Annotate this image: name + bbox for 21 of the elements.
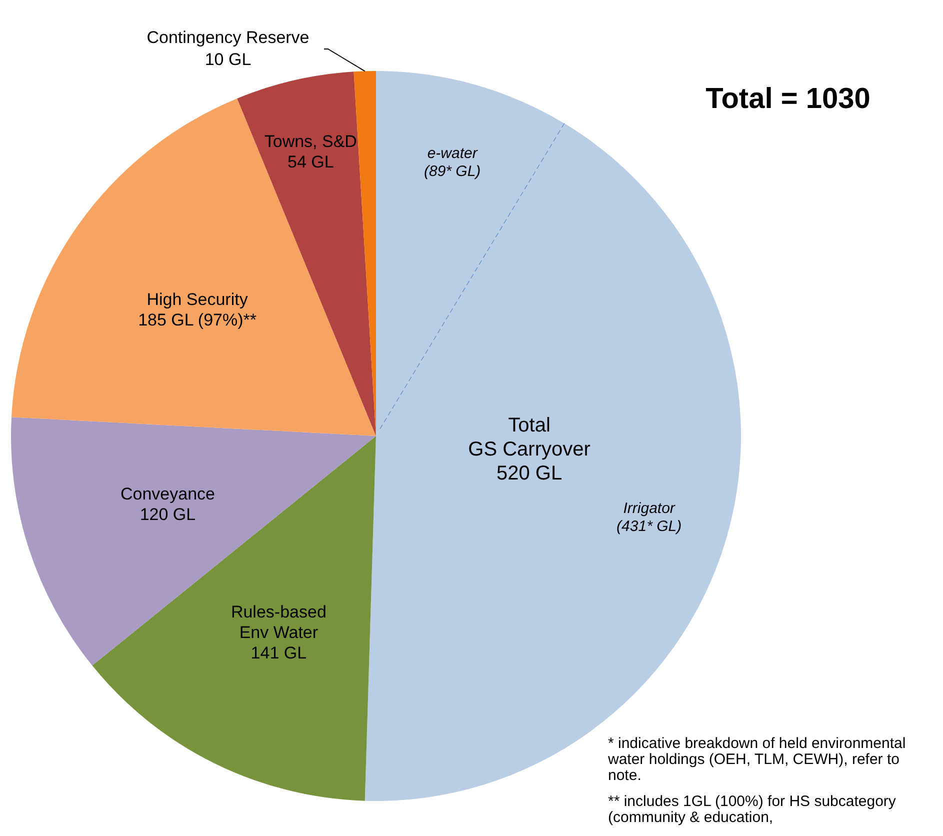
- text: Total = 1030: [706, 83, 870, 115]
- text: * indicative breakdown of held environmental water holdings (OEH, TLM, CEWH), refer to note.: [607, 735, 906, 784]
- data-label: 54 GL: [287, 152, 334, 172]
- slice-label: Rules-based Env Water: [230, 602, 326, 642]
- pie-slice: [11, 98, 376, 436]
- slice-label: Contingency Reserve: [146, 28, 310, 47]
- pie-slice: [11, 417, 376, 666]
- data-label: 10 GL: [204, 50, 252, 69]
- text: Total GS Carryover 520 GL: [468, 414, 591, 484]
- slice-label: e-water: [427, 144, 478, 162]
- data-label: 141 GL: [250, 644, 307, 663]
- pie-slice: [92, 436, 376, 801]
- data-label: 120 GL: [140, 504, 196, 524]
- data-label: (89* GL): [424, 162, 481, 180]
- slice-label: High Security: [146, 290, 248, 310]
- slice-label: Conveyance: [120, 484, 215, 504]
- data-label: (431* GL): [616, 518, 682, 535]
- slice-label: Irrigator: [623, 500, 676, 517]
- slice-label: Towns, S&D: [264, 132, 357, 152]
- text: ** includes 1GL (100%) for HS subcategory (community & education,: [608, 793, 896, 826]
- data-label: 185 GL (97%)**: [138, 310, 257, 330]
